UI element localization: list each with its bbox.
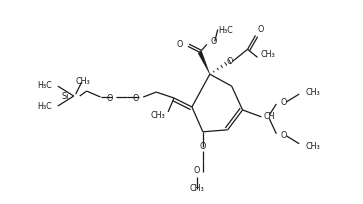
Text: CH₃: CH₃ [150,111,165,120]
Text: CH: CH [264,112,275,121]
Text: CH₃: CH₃ [261,50,275,59]
Text: Si: Si [61,92,69,101]
Text: H₃C: H₃C [37,81,52,90]
Text: O: O [193,166,200,175]
Text: O: O [200,142,206,151]
Text: O: O [280,98,287,106]
Text: O: O [177,40,183,49]
Text: O: O [133,93,139,103]
Text: O: O [211,37,217,46]
Text: CH₃: CH₃ [189,184,204,193]
Text: O: O [280,131,287,140]
Text: CH₃: CH₃ [305,88,320,96]
Polygon shape [198,52,210,74]
Text: CH₃: CH₃ [305,142,320,151]
Text: O: O [106,93,113,103]
Text: CH₃: CH₃ [75,77,90,86]
Text: H₃C: H₃C [219,26,233,34]
Text: O: O [257,25,264,34]
Text: H₃C: H₃C [37,102,52,111]
Text: O: O [227,57,233,66]
